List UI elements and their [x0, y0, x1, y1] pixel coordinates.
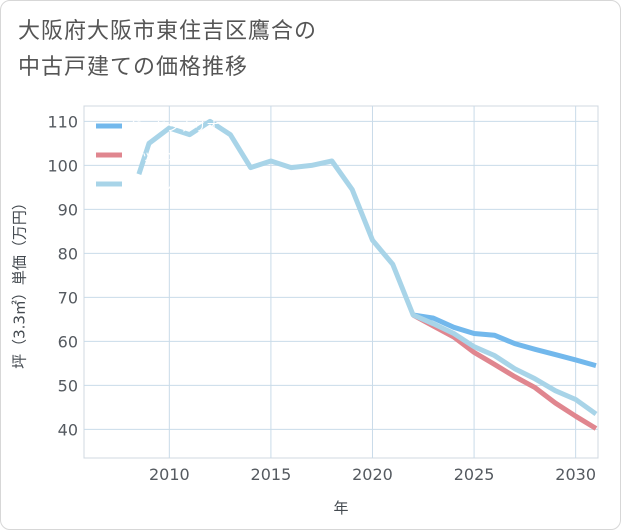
- x-tick-label: 2015: [251, 465, 292, 484]
- series-lines: [136, 118, 598, 431]
- x-tick-label: 2020: [352, 465, 393, 484]
- y-axis-label: 坪（3.3㎡）単価（万円）: [11, 195, 29, 369]
- x-tick-label: 2010: [149, 465, 190, 484]
- x-axis-label: 年: [333, 499, 348, 517]
- y-tick-label: 110: [47, 112, 78, 131]
- x-tick-label: 2025: [454, 465, 495, 484]
- y-tick-label: 50: [58, 376, 78, 395]
- plot-border: [83, 105, 599, 459]
- grid-lines: [83, 105, 599, 459]
- y-tick-label: 70: [58, 288, 78, 307]
- chart-title: 大阪府大阪市東住吉区鷹合の 中古戸建ての価格推移: [18, 14, 317, 86]
- legend-label: ノーマルシナリオ: [128, 178, 232, 193]
- y-tick-label: 100: [47, 156, 78, 175]
- y-tick-label: 60: [58, 332, 78, 351]
- tick-labels: 2010 2015 2020 2025 2030 40 50 60 70 80 90 100 110: [47, 112, 596, 484]
- series-line-1: [411, 312, 598, 431]
- y-tick-label: 90: [58, 200, 78, 219]
- legend-label: バッドシナリオ: [128, 149, 219, 164]
- y-tick-label: 40: [58, 420, 78, 439]
- y-tick-label: 80: [58, 244, 78, 263]
- series-line-0: [412, 312, 597, 369]
- chart-title-line2: 中古戸建ての価格推移: [18, 55, 249, 80]
- series-line-2: [136, 118, 598, 417]
- chart-title-line1: 大阪府大阪市東住吉区鷹合の: [18, 19, 318, 44]
- legend-label: グッドシナリオ: [128, 120, 219, 135]
- x-tick-label: 2030: [555, 465, 596, 484]
